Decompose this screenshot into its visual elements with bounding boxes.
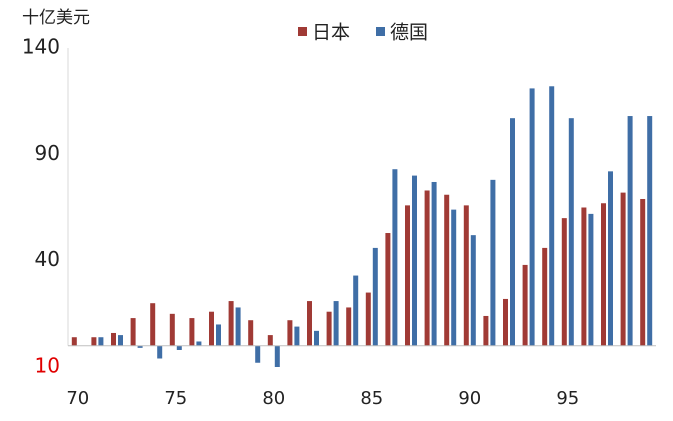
bar — [255, 345, 261, 363]
bar — [248, 320, 254, 346]
bar — [267, 335, 273, 346]
bar — [98, 337, 104, 346]
bar — [189, 318, 195, 346]
legend-label: 德国 — [390, 22, 428, 44]
bar — [137, 345, 143, 348]
bar — [118, 335, 123, 346]
bar — [568, 118, 574, 346]
bar — [228, 301, 234, 346]
bar — [483, 315, 489, 346]
bar — [392, 169, 398, 346]
bar — [169, 313, 175, 346]
bar — [150, 303, 156, 346]
bar — [412, 175, 417, 346]
x-tick-label: 70 — [66, 388, 89, 409]
legend-label: 日本 — [312, 22, 350, 44]
bar — [490, 179, 496, 346]
bar — [542, 247, 548, 346]
bar — [333, 301, 339, 346]
unit-label: 十亿美元 — [22, 8, 90, 28]
bar — [196, 341, 202, 346]
bar — [451, 209, 457, 346]
bar — [353, 275, 359, 346]
bar — [235, 307, 241, 346]
x-tick-label: 75 — [164, 388, 187, 409]
bar — [405, 205, 410, 346]
bar — [549, 86, 555, 346]
bar — [463, 205, 469, 346]
x-tick-label: 85 — [360, 388, 383, 409]
legend-swatch — [376, 27, 385, 36]
legend-swatch — [298, 27, 307, 36]
bar — [130, 318, 136, 346]
bar — [529, 88, 535, 346]
y-tick-label: 40 — [35, 247, 60, 271]
bar — [71, 337, 77, 346]
bar — [581, 207, 587, 346]
bar — [209, 311, 214, 346]
bar — [510, 118, 515, 346]
bar — [294, 326, 300, 346]
bar — [424, 190, 430, 346]
x-tick-label: 80 — [262, 388, 285, 409]
bar — [608, 171, 613, 346]
bar — [314, 330, 319, 346]
y-tick-label: 140 — [22, 35, 60, 59]
bar — [522, 264, 528, 346]
bar — [431, 181, 437, 346]
bar — [157, 345, 163, 359]
bar — [91, 337, 97, 346]
bar — [588, 213, 594, 346]
x-tick-label: 90 — [458, 388, 481, 409]
bar — [326, 311, 332, 346]
bar — [111, 332, 116, 346]
bar — [503, 298, 508, 346]
bar — [176, 345, 182, 350]
bar — [372, 247, 378, 346]
bar — [274, 345, 280, 367]
bar — [287, 320, 293, 346]
bar — [561, 218, 567, 346]
y-tick-label: 10 — [35, 354, 60, 378]
bar — [444, 194, 450, 346]
bar — [470, 235, 476, 346]
bar — [601, 203, 606, 346]
bar — [620, 192, 626, 346]
bar — [346, 307, 352, 346]
x-tick-label: 95 — [556, 388, 579, 409]
bar — [647, 116, 653, 346]
bar — [627, 116, 633, 346]
bar — [640, 198, 646, 346]
bar — [216, 324, 221, 346]
bar — [385, 233, 391, 346]
bar — [307, 301, 312, 346]
y-tick-label: 90 — [35, 141, 60, 165]
bar — [365, 292, 371, 346]
